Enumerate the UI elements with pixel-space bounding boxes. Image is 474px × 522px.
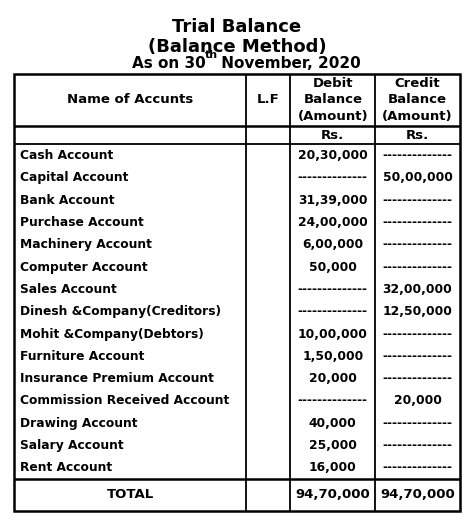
Text: Insurance Premium Account: Insurance Premium Account: [20, 372, 214, 385]
Text: 50,00,000: 50,00,000: [383, 171, 452, 184]
Text: Rent Account: Rent Account: [20, 461, 112, 474]
Text: 12,50,000: 12,50,000: [383, 305, 452, 318]
Text: 16,000: 16,000: [309, 461, 356, 474]
Text: TOTAL: TOTAL: [107, 488, 154, 501]
Text: Salary Account: Salary Account: [20, 439, 124, 452]
Text: --------------: --------------: [383, 439, 453, 452]
Text: L.F: L.F: [257, 93, 280, 106]
Text: 94,70,000: 94,70,000: [380, 488, 455, 501]
Text: Cash Account: Cash Account: [20, 149, 113, 162]
Text: 32,00,000: 32,00,000: [383, 283, 452, 296]
Text: --------------: --------------: [383, 372, 453, 385]
Text: November, 2020: November, 2020: [216, 56, 361, 71]
Text: Bank Account: Bank Account: [20, 194, 114, 207]
Text: 31,39,000: 31,39,000: [298, 194, 367, 207]
Text: Rs.: Rs.: [406, 128, 429, 141]
Text: 20,30,000: 20,30,000: [298, 149, 368, 162]
Text: --------------: --------------: [383, 461, 453, 474]
Text: Machinery Account: Machinery Account: [20, 239, 152, 251]
Text: Capital Account: Capital Account: [20, 171, 128, 184]
Text: 20,000: 20,000: [393, 395, 441, 408]
Text: Name of Accunts: Name of Accunts: [67, 93, 193, 106]
Text: Dinesh &Company(Creditors): Dinesh &Company(Creditors): [20, 305, 221, 318]
Text: --------------: --------------: [298, 283, 368, 296]
Text: --------------: --------------: [383, 149, 453, 162]
Text: --------------: --------------: [383, 239, 453, 251]
Text: 10,00,000: 10,00,000: [298, 327, 368, 340]
Text: 94,70,000: 94,70,000: [295, 488, 370, 501]
Text: 6,00,000: 6,00,000: [302, 239, 364, 251]
Text: Commission Received Account: Commission Received Account: [20, 395, 229, 408]
Text: --------------: --------------: [383, 350, 453, 363]
Text: 25,000: 25,000: [309, 439, 357, 452]
Text: Sales Account: Sales Account: [20, 283, 117, 296]
Text: --------------: --------------: [383, 216, 453, 229]
Text: 1,50,000: 1,50,000: [302, 350, 364, 363]
Text: Purchase Account: Purchase Account: [20, 216, 144, 229]
Text: Rs.: Rs.: [321, 128, 345, 141]
Text: --------------: --------------: [383, 417, 453, 430]
Text: Trial Balance: Trial Balance: [173, 18, 301, 36]
Text: Furniture Account: Furniture Account: [20, 350, 144, 363]
Text: 40,000: 40,000: [309, 417, 356, 430]
Text: --------------: --------------: [383, 194, 453, 207]
Text: 24,00,000: 24,00,000: [298, 216, 368, 229]
Bar: [14, 74, 460, 511]
Text: --------------: --------------: [298, 171, 368, 184]
Text: --------------: --------------: [298, 395, 368, 408]
Text: Debit
Balance
(Amount): Debit Balance (Amount): [298, 77, 368, 123]
Text: Credit
Balance
(Amount): Credit Balance (Amount): [382, 77, 453, 123]
Text: Mohit &Company(Debtors): Mohit &Company(Debtors): [20, 327, 204, 340]
Text: th: th: [205, 50, 219, 60]
Text: (Balance Method): (Balance Method): [148, 38, 326, 55]
Text: --------------: --------------: [383, 260, 453, 274]
Text: --------------: --------------: [383, 327, 453, 340]
Text: --------------: --------------: [298, 305, 368, 318]
Text: Computer Account: Computer Account: [20, 260, 147, 274]
Text: 20,000: 20,000: [309, 372, 357, 385]
Text: 50,000: 50,000: [309, 260, 357, 274]
Text: Drawing Account: Drawing Account: [20, 417, 137, 430]
Text: As on 30: As on 30: [131, 56, 205, 71]
